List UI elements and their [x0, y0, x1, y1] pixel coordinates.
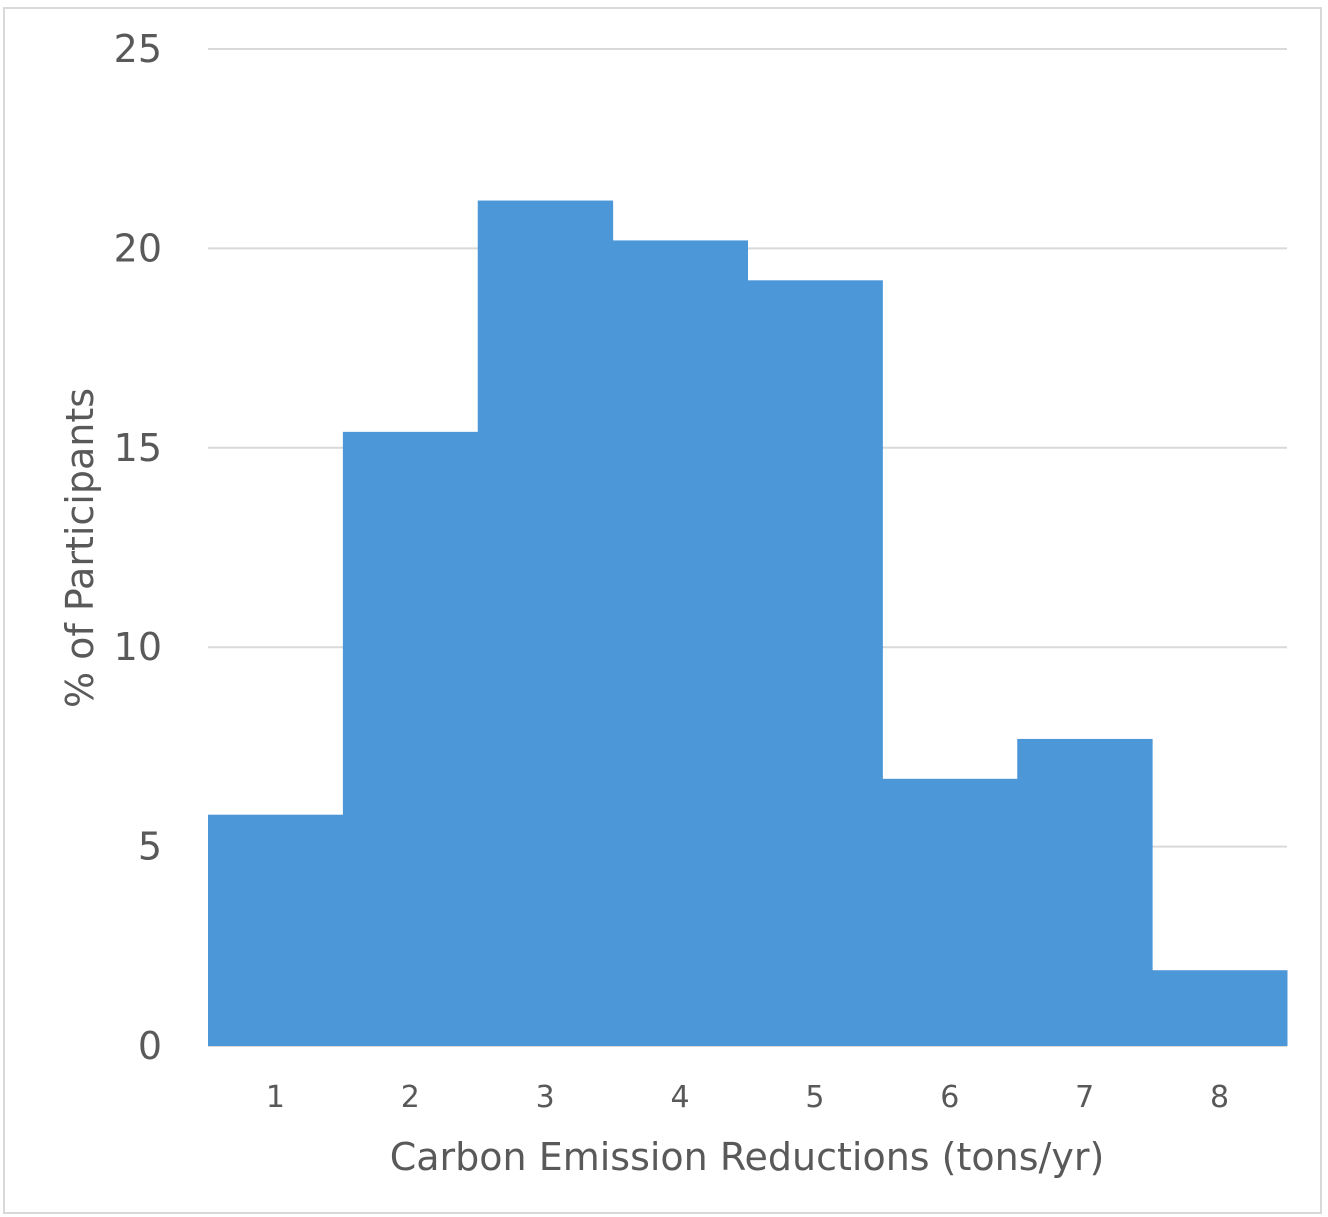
x-tick-label: 8: [1210, 1080, 1229, 1115]
y-tick-label: 20: [114, 226, 162, 270]
y-tick-label: 5: [138, 825, 162, 869]
bars: [208, 200, 1288, 1047]
y-axis-title: % of Participants: [58, 388, 102, 708]
y-tick-label: 10: [114, 625, 162, 669]
y-tick-label: 0: [138, 1024, 162, 1068]
bar-4: [612, 240, 748, 1046]
x-tick-label: 6: [940, 1080, 959, 1115]
bar-6: [882, 778, 1018, 1046]
x-tick-label: 4: [671, 1080, 690, 1115]
bar-5: [747, 280, 883, 1047]
x-tick-label: 7: [1075, 1080, 1094, 1115]
y-tick-label: 25: [114, 27, 162, 71]
bar-1: [208, 814, 344, 1046]
y-tick-labels: 0 5 10 15 20 25: [114, 27, 162, 1068]
bar-8: [1152, 970, 1288, 1046]
x-tick-labels: 1 2 3 4 5 6 7 8: [266, 1080, 1229, 1115]
x-tick-label: 2: [401, 1080, 420, 1115]
bar-3: [477, 200, 614, 1046]
bar-2: [342, 431, 479, 1046]
x-tick-label: 5: [805, 1080, 824, 1115]
x-axis-title: Carbon Emission Reductions (tons/yr): [390, 1135, 1105, 1179]
y-tick-label: 15: [114, 426, 162, 470]
x-tick-label: 1: [266, 1080, 285, 1115]
bar-7: [1017, 738, 1153, 1046]
x-tick-label: 3: [536, 1080, 555, 1115]
